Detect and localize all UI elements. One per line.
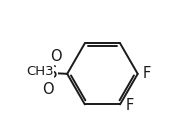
Text: F: F xyxy=(125,98,134,113)
Text: O: O xyxy=(50,49,62,64)
Text: F: F xyxy=(143,66,151,81)
Text: CH3: CH3 xyxy=(26,65,54,78)
Text: S: S xyxy=(47,64,57,82)
Text: O: O xyxy=(43,82,54,97)
